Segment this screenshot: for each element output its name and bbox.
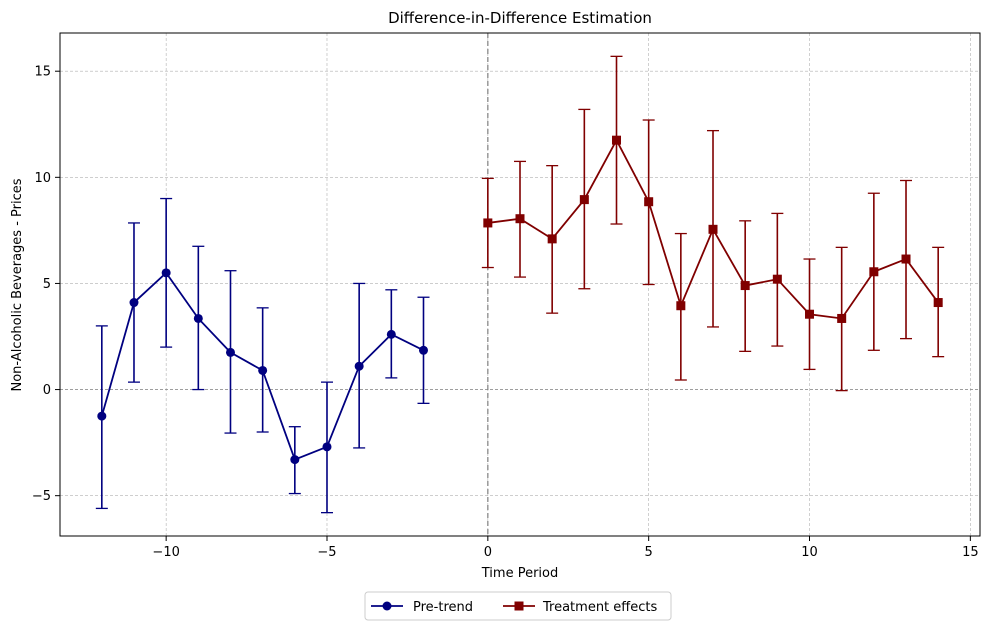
x-tick-label: 0	[484, 545, 492, 560]
data-point	[644, 197, 654, 207]
data-point	[129, 298, 139, 308]
y-axis-label: Non-Alcoholic Beverages - Prices	[10, 178, 25, 391]
plot-frame	[59, 32, 981, 537]
data-point	[483, 218, 493, 228]
data-point	[612, 135, 622, 145]
x-tick-label: 10	[801, 545, 818, 560]
data-point	[225, 347, 235, 357]
y-tick-label: 10	[34, 171, 51, 186]
data-point	[933, 298, 943, 308]
data-point	[161, 268, 171, 278]
data-point	[708, 224, 718, 234]
data-point	[869, 267, 879, 277]
x-axis-ticks: −10 −5 0 5 10 15	[152, 536, 979, 560]
x-tick-label: 15	[962, 545, 979, 560]
data-point	[805, 309, 815, 319]
data-point	[386, 329, 396, 339]
data-point	[290, 455, 300, 465]
y-tick-label: 15	[34, 65, 51, 80]
y-axis-ticks: −5 0 5 10 15	[32, 65, 60, 504]
data-point	[547, 234, 557, 244]
legend-pretrend-marker	[382, 601, 392, 611]
treatment-series	[481, 55, 945, 392]
data-point	[322, 442, 332, 452]
data-point	[354, 361, 364, 371]
data-point	[901, 254, 911, 264]
y-tick-label: 5	[43, 277, 51, 292]
series-layer	[95, 55, 945, 514]
data-point	[193, 313, 203, 323]
chart-title: Difference-in-Difference Estimation	[388, 9, 652, 27]
legend-treatment-marker	[514, 601, 524, 611]
x-tick-label: 5	[645, 545, 653, 560]
data-point	[676, 301, 686, 311]
x-axis-label: Time Period	[481, 566, 558, 581]
data-point	[418, 345, 428, 355]
legend-treatment-label: Treatment effects	[542, 600, 657, 615]
data-point	[515, 214, 525, 224]
legend: Pre-trend Treatment effects	[364, 591, 672, 621]
data-point	[97, 411, 107, 421]
data-point	[579, 195, 589, 205]
y-tick-label: 0	[43, 383, 51, 398]
pretrend-series	[95, 197, 430, 514]
x-tick-label: −5	[317, 545, 336, 560]
reference-lines	[60, 33, 980, 536]
x-tick-label: −10	[152, 545, 179, 560]
data-point	[740, 281, 750, 291]
y-tick-label: −5	[32, 489, 51, 504]
data-point	[258, 365, 268, 375]
data-point	[772, 274, 782, 284]
legend-pretrend-label: Pre-trend	[413, 600, 473, 615]
data-point	[837, 313, 847, 323]
